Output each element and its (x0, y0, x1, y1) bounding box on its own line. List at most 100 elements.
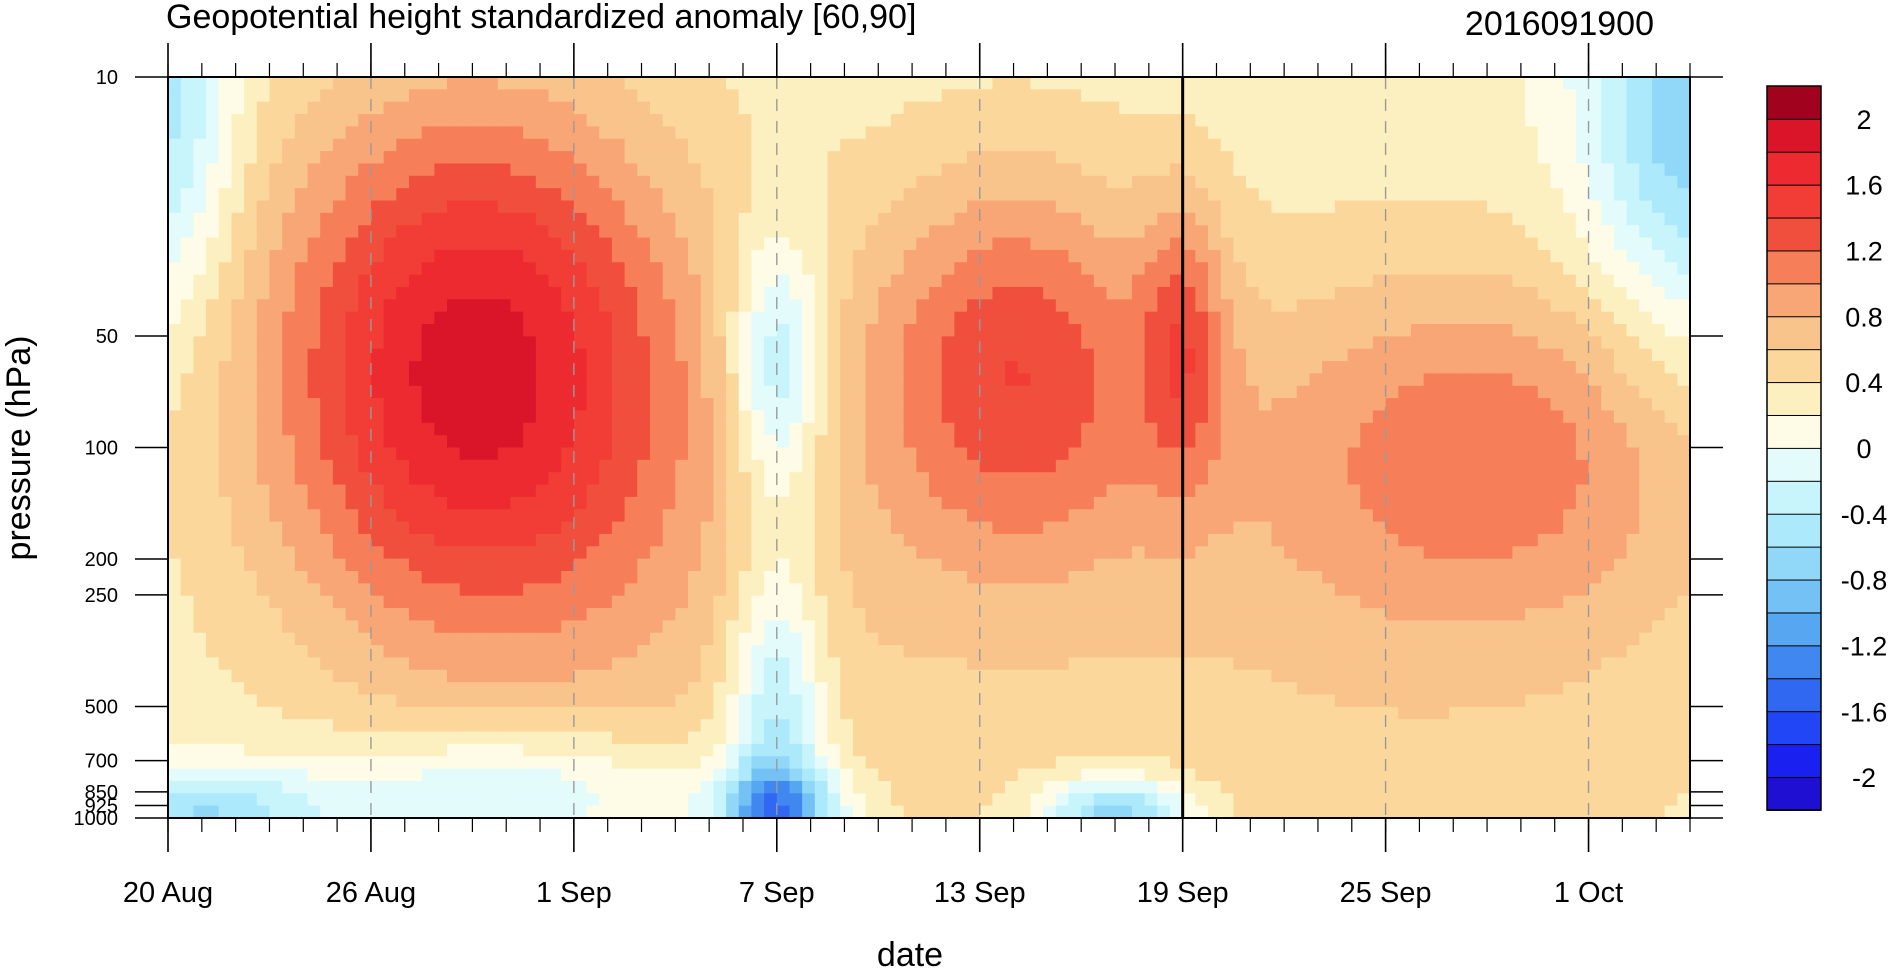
field-cell (1169, 571, 1184, 584)
field-cell (383, 299, 397, 313)
field-cell (548, 632, 562, 646)
field-cell (1157, 583, 1171, 597)
field-cell (1055, 657, 1070, 671)
field-cell (307, 546, 321, 560)
field-cell (535, 793, 550, 807)
field-cell (206, 274, 220, 288)
field-cell (700, 373, 714, 387)
field-cell (548, 459, 562, 473)
field-cell (408, 608, 423, 621)
field-cell (878, 558, 892, 572)
field-cell (421, 114, 435, 127)
field-cell (370, 780, 385, 794)
field-cell (1005, 126, 1019, 140)
field-cell (447, 743, 461, 757)
field-cell (320, 101, 334, 115)
field-cell (903, 163, 917, 177)
field-cell (1005, 472, 1019, 486)
field-cell (700, 620, 714, 634)
field-cell (1182, 274, 1196, 288)
field-cell (878, 608, 892, 621)
field-cell (548, 151, 562, 165)
field-cell (688, 509, 702, 523)
field-cell (611, 583, 626, 597)
field-cell (814, 706, 829, 720)
field-cell (954, 484, 968, 498)
field-cell (1043, 422, 1057, 436)
field-cell (624, 793, 638, 807)
field-cell (294, 410, 309, 424)
field-cell (244, 101, 258, 115)
field-cell (548, 114, 562, 127)
field-cell (599, 780, 613, 794)
field-cell (320, 509, 334, 523)
field-cell (1030, 595, 1044, 609)
field-cell (776, 348, 791, 362)
field-cell (992, 645, 1006, 659)
field-cell (535, 571, 550, 584)
field-cell (497, 595, 512, 609)
field-cell (992, 484, 1006, 498)
field-cell (320, 311, 334, 325)
field-cell (1030, 163, 1044, 177)
field-cell (1093, 595, 1108, 609)
field-cell (1017, 398, 1032, 412)
field-cell (345, 620, 359, 634)
field-cell (1005, 435, 1019, 449)
field-cell (1131, 286, 1146, 300)
field-cell (713, 262, 727, 276)
field-cell (320, 212, 334, 226)
field-cell (396, 348, 410, 362)
field-cell (1017, 212, 1032, 226)
field-cell (523, 509, 537, 523)
field-cell (1106, 274, 1120, 288)
field-cell (764, 435, 778, 449)
field-cell (878, 620, 892, 634)
field-cell (206, 89, 220, 103)
field-cell (561, 805, 575, 818)
field-cell (992, 398, 1006, 412)
field-cell (561, 422, 575, 436)
field-cell (358, 163, 372, 177)
field-cell (979, 138, 994, 152)
field-cell (421, 175, 435, 189)
field-cell (497, 608, 512, 621)
field-cell (738, 361, 753, 374)
field-cell (726, 472, 740, 486)
field-cell (1119, 361, 1133, 374)
field-cell (180, 188, 194, 202)
field-cell (472, 645, 486, 659)
field-cell (1017, 620, 1032, 634)
field-cell (332, 348, 347, 362)
field-cell (954, 743, 968, 757)
field-cell (1169, 101, 1184, 115)
field-cell (383, 336, 397, 350)
field-cell (548, 472, 562, 486)
field-cell (320, 237, 334, 251)
field-cell (244, 286, 258, 300)
field-cell (827, 435, 841, 449)
field-cell (269, 558, 283, 572)
field-cell (954, 706, 968, 720)
field-cell (751, 311, 765, 325)
field-cell (827, 694, 841, 708)
field-cell (954, 435, 968, 449)
field-cell (611, 805, 626, 818)
field-cell (1220, 101, 1234, 115)
field-cell (1055, 608, 1070, 621)
field-cell (206, 138, 220, 152)
field-cell (256, 509, 271, 523)
field-cell (929, 299, 943, 313)
field-cell (332, 324, 347, 337)
field-cell (1055, 324, 1070, 337)
field-cell (485, 521, 499, 535)
field-cell (206, 472, 220, 486)
field-cell (1055, 163, 1070, 177)
field-cell (586, 138, 600, 152)
field-cell (611, 410, 626, 424)
field-cell (611, 447, 626, 461)
field-cell (726, 373, 740, 387)
field-cell (649, 286, 664, 300)
field-cell (1119, 484, 1133, 498)
field-cell (548, 373, 562, 387)
